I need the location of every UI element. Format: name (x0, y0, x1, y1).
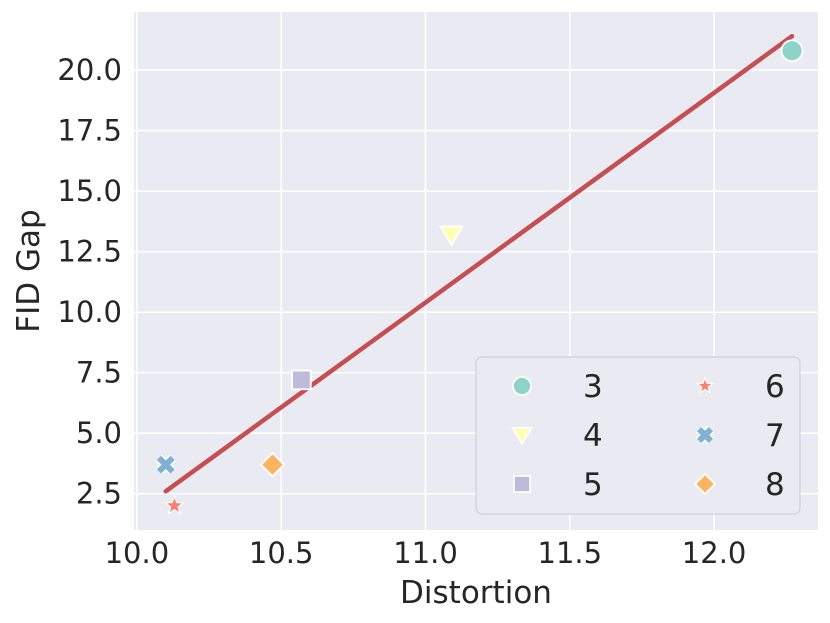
y-tick-label: 17.5 (57, 114, 122, 148)
legend-marker-6 (695, 376, 715, 394)
y-tick-label: 10.0 (57, 295, 122, 329)
legend-box (475, 356, 801, 515)
legend-marker-4 (510, 426, 534, 446)
y-tick-label: 12.5 (57, 235, 122, 269)
data-point-series-3 (780, 39, 804, 63)
legend-marker-7 (695, 425, 715, 445)
x-tick-label: 10.5 (249, 536, 314, 570)
x-tick-labels: 10.0 10.5 11.0 11.5 12.0 (105, 536, 747, 570)
legend-label-3: 3 (583, 369, 603, 405)
y-tick-labels: 2.5 5.0 7.5 10.0 12.5 15.0 17.5 20.0 (57, 53, 122, 511)
data-points (155, 39, 804, 515)
y-tick-label: 7.5 (76, 356, 122, 390)
grid (134, 12, 818, 530)
data-point-series-7 (155, 454, 176, 475)
x-tick-label: 11.5 (538, 536, 603, 570)
legend-marker-3 (512, 376, 532, 396)
y-tick-label: 20.0 (57, 53, 122, 87)
y-tick-label: 2.5 (76, 477, 122, 511)
data-point-series-6 (163, 494, 185, 515)
x-tick-label: 10.0 (105, 536, 170, 570)
legend-label-8: 8 (765, 467, 785, 503)
regression-line (163, 33, 795, 494)
y-tick-label: 5.0 (76, 416, 122, 450)
legend: 3 4 5 6 7 8 (475, 356, 801, 515)
legend-label-5: 5 (583, 467, 603, 503)
data-point-series-8 (259, 451, 286, 478)
fit-line-group (163, 33, 795, 494)
x-axis-label: Distortion (400, 575, 552, 611)
y-tick-label: 15.0 (57, 174, 122, 208)
legend-marker-8 (693, 472, 717, 496)
x-tick-label: 11.0 (393, 536, 458, 570)
legend-label-7: 7 (765, 418, 785, 454)
legend-label-6: 6 (765, 369, 785, 405)
x-tick-label: 12.0 (682, 536, 747, 570)
data-point-series-5 (291, 369, 312, 391)
legend-marker-5 (513, 475, 531, 493)
data-point-series-4 (438, 225, 465, 247)
legend-label-4: 4 (583, 418, 603, 454)
y-axis-label: FID Gap (11, 209, 47, 332)
